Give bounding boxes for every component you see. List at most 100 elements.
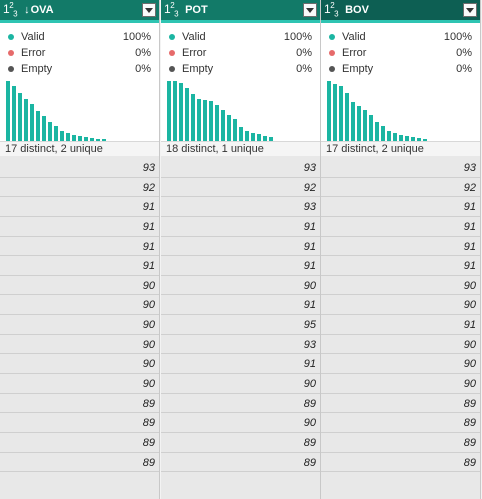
- histogram-bar: [78, 136, 82, 141]
- column-filter-dropdown[interactable]: [142, 3, 156, 17]
- table-cell[interactable]: 90: [321, 374, 480, 394]
- table-cell[interactable]: 89: [321, 394, 480, 414]
- value-distribution-histogram[interactable]: [327, 77, 477, 163]
- table-cell[interactable]: 93: [161, 158, 320, 178]
- number-type-icon[interactable]: 123: [3, 1, 18, 19]
- table-cell[interactable]: 90: [0, 354, 159, 375]
- table-cell[interactable]: 95: [161, 315, 320, 335]
- table-cell[interactable]: 91: [161, 217, 320, 237]
- table-cell[interactable]: 89: [161, 433, 320, 453]
- table-cell[interactable]: 90: [0, 335, 159, 355]
- table-cell[interactable]: 91: [0, 197, 159, 217]
- number-type-icon[interactable]: 123: [164, 1, 179, 19]
- table-cell[interactable]: 93: [161, 335, 320, 355]
- table-cell[interactable]: 89: [321, 453, 480, 473]
- table-cell[interactable]: 92: [321, 178, 480, 198]
- column-pot: 123 POT Valid 100% Error 0% Empty 0% 18 …: [161, 0, 321, 499]
- table-cell[interactable]: 89: [0, 413, 159, 433]
- table-cell[interactable]: 90: [0, 374, 159, 394]
- histogram-bar: [185, 88, 189, 141]
- empty-dot-icon: [8, 65, 14, 72]
- table-cell[interactable]: 91: [0, 237, 159, 257]
- chevron-down-icon: [145, 7, 153, 13]
- table-cell[interactable]: 89: [0, 453, 159, 473]
- table-cell[interactable]: 89: [0, 394, 159, 414]
- table-cell[interactable]: 89: [321, 433, 480, 453]
- histogram-bar: [381, 126, 385, 141]
- column-filter-dropdown[interactable]: [303, 3, 317, 17]
- column-header[interactable]: 123 POT: [161, 0, 320, 23]
- column-header[interactable]: 123 BOV: [321, 0, 480, 23]
- column-title: BOV: [345, 4, 369, 16]
- table-cell[interactable]: 90: [321, 335, 480, 355]
- error-dot-icon: [169, 49, 175, 56]
- histogram-bar: [30, 104, 34, 141]
- histogram-bar: [102, 139, 106, 141]
- table-cell[interactable]: 90: [0, 315, 159, 335]
- table-cell[interactable]: 92: [161, 178, 320, 198]
- histogram-bar: [179, 83, 183, 141]
- stat-error: Error 0%: [329, 45, 472, 60]
- stat-valid: Valid 100%: [8, 29, 151, 44]
- table-cell[interactable]: 90: [161, 413, 320, 433]
- table-cell[interactable]: 90: [321, 276, 480, 296]
- table-cell[interactable]: 91: [321, 315, 480, 335]
- histogram-bar: [90, 138, 94, 141]
- valid-dot-icon: [8, 33, 14, 40]
- table-cell[interactable]: 89: [161, 394, 320, 414]
- table-cell[interactable]: 91: [321, 217, 480, 237]
- histogram-bar: [345, 93, 349, 141]
- table-cell[interactable]: 91: [161, 295, 320, 316]
- table-cell[interactable]: 90: [161, 276, 320, 296]
- histogram-bar: [423, 139, 427, 141]
- distinct-summary: 18 distinct, 1 unique: [161, 141, 320, 156]
- table-cell[interactable]: 89: [161, 453, 320, 473]
- histogram-bar: [411, 137, 415, 141]
- value-distribution-histogram[interactable]: [167, 77, 317, 163]
- table-cell[interactable]: 91: [321, 256, 480, 276]
- histogram-bar: [54, 126, 58, 141]
- table-cell[interactable]: 90: [161, 374, 320, 394]
- histogram-bar: [251, 133, 255, 141]
- table-cell[interactable]: 93: [321, 158, 480, 178]
- histogram-bar: [60, 131, 64, 141]
- table-cell[interactable]: 91: [0, 217, 159, 237]
- table-cell[interactable]: 92: [0, 178, 159, 198]
- histogram-bar: [215, 105, 219, 141]
- number-type-icon[interactable]: 123: [324, 1, 339, 19]
- histogram-bar: [239, 127, 243, 141]
- table-cell[interactable]: 91: [321, 197, 480, 217]
- table-cell[interactable]: 90: [321, 354, 480, 375]
- table-cell[interactable]: 89: [321, 413, 480, 433]
- empty-dot-icon: [169, 65, 175, 72]
- table-cell[interactable]: 90: [321, 295, 480, 316]
- table-cell[interactable]: 90: [0, 295, 159, 316]
- table-cell[interactable]: 91: [0, 256, 159, 276]
- stat-empty: Empty 0%: [169, 61, 312, 76]
- distinct-summary: 17 distinct, 2 unique: [0, 141, 159, 156]
- histogram-bar: [339, 86, 343, 141]
- table-cell[interactable]: 91: [161, 256, 320, 276]
- table-cell[interactable]: 93: [0, 158, 159, 178]
- histogram-bar: [327, 81, 331, 141]
- valid-dot-icon: [329, 33, 335, 40]
- table-cell[interactable]: 91: [161, 237, 320, 257]
- column-profile: Valid 100% Error 0% Empty 0% 17 distinct…: [0, 23, 159, 156]
- table-cell[interactable]: 91: [321, 237, 480, 257]
- table-cell[interactable]: 93: [161, 197, 320, 217]
- table-cell[interactable]: 91: [161, 354, 320, 375]
- histogram-bar: [357, 106, 361, 141]
- histogram-bar: [197, 99, 201, 141]
- table-cell[interactable]: 90: [0, 276, 159, 296]
- column-header[interactable]: 123 ↓ OVA: [0, 0, 159, 23]
- histogram-bar: [66, 133, 70, 141]
- table-cell[interactable]: 89: [0, 433, 159, 453]
- stat-valid: Valid 100%: [169, 29, 312, 44]
- histogram-bar: [42, 116, 46, 141]
- column-filter-dropdown[interactable]: [463, 3, 477, 17]
- histogram-bar: [96, 139, 100, 141]
- chevron-down-icon: [306, 7, 314, 13]
- histogram-bar: [227, 115, 231, 141]
- value-distribution-histogram[interactable]: [6, 77, 156, 163]
